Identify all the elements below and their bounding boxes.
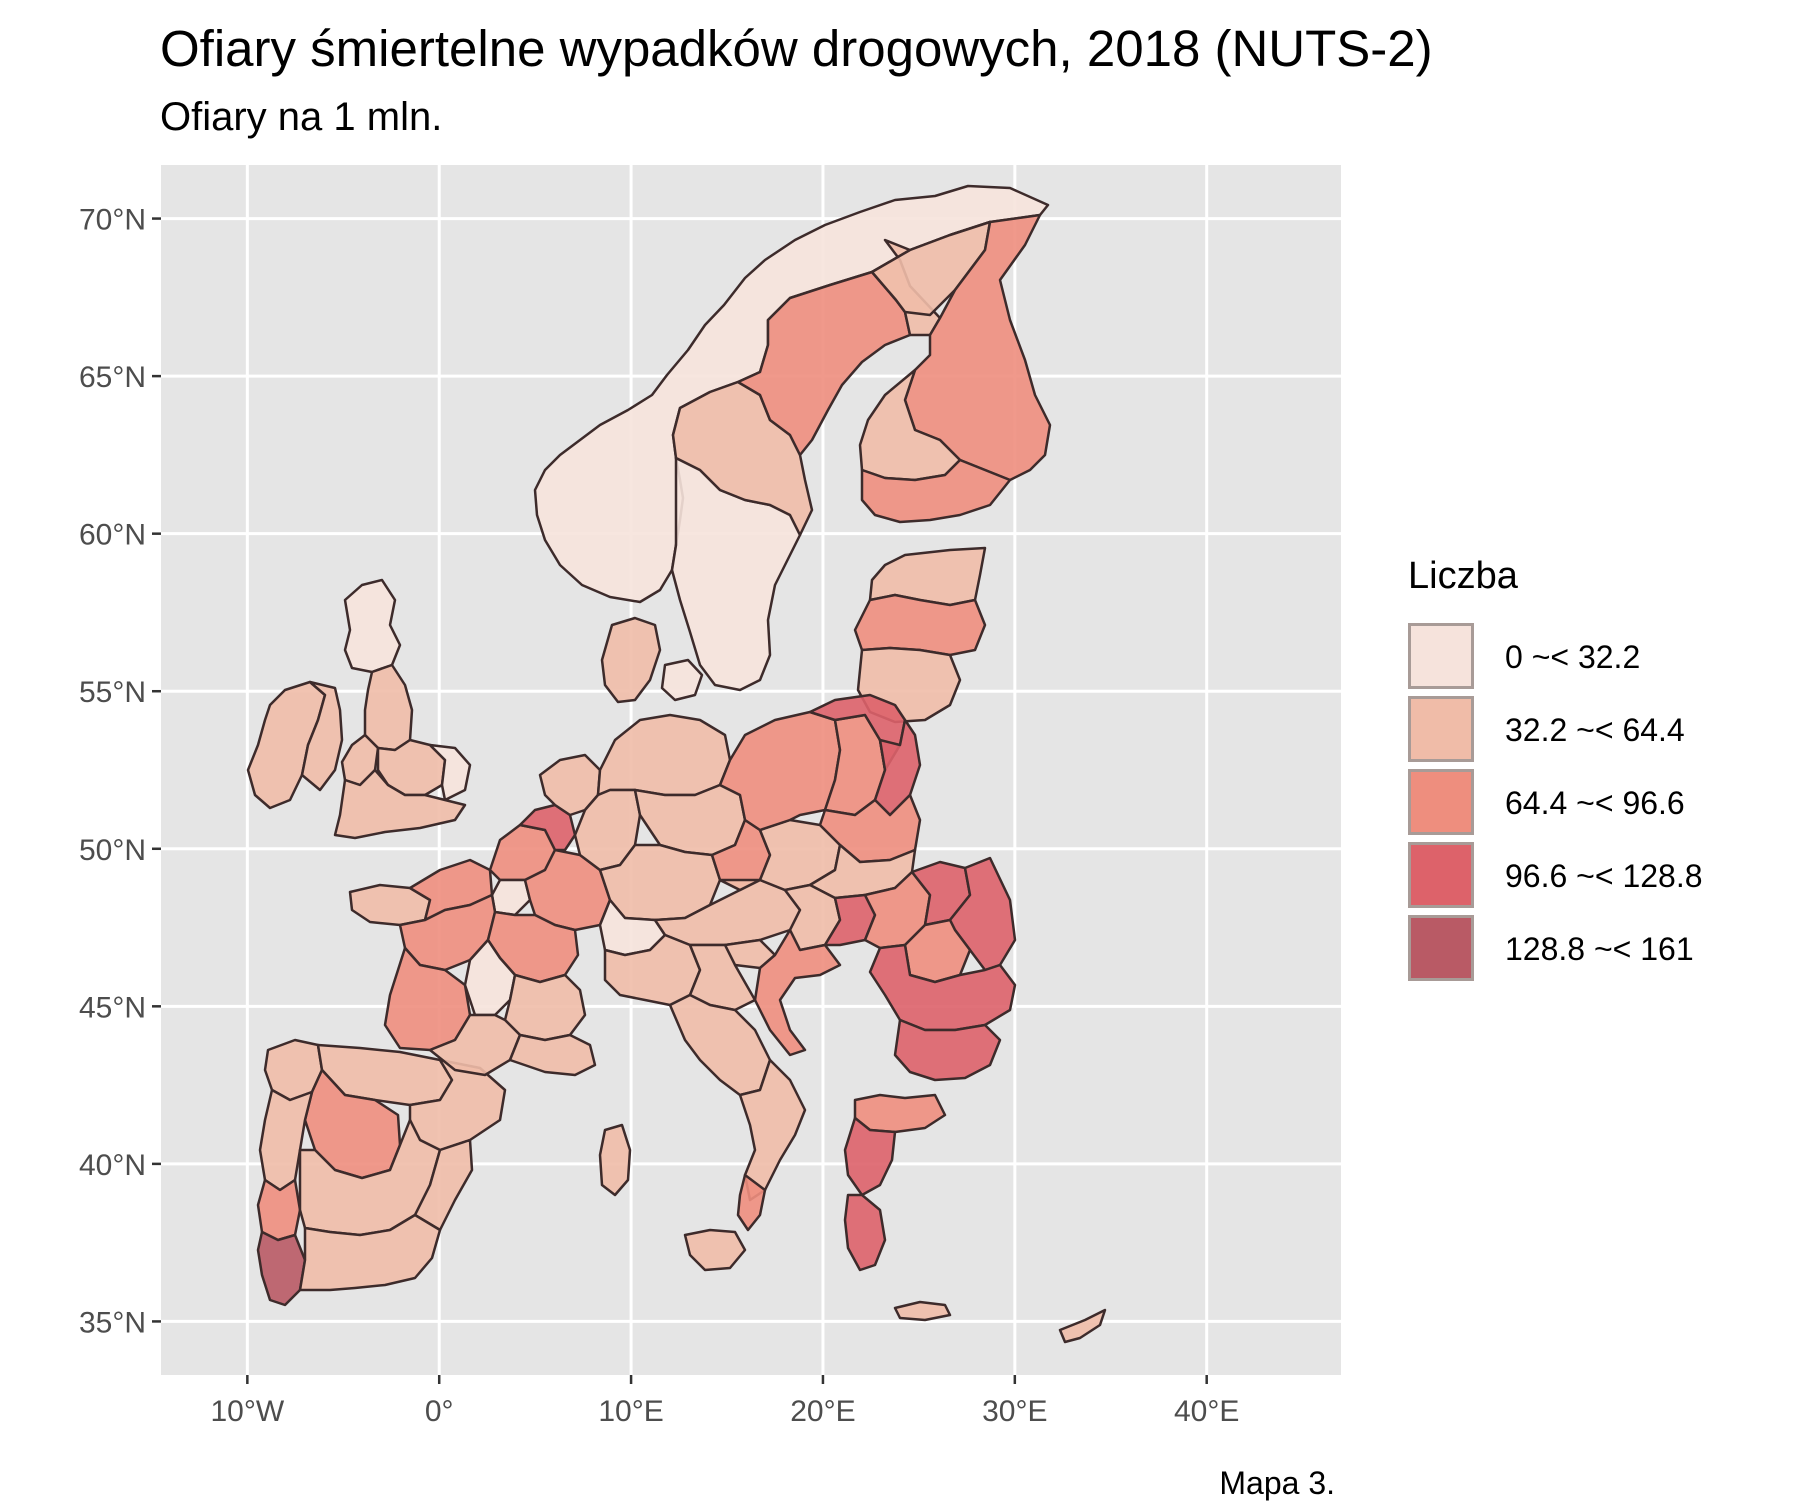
region-calabria: [736, 1173, 767, 1232]
y-tick-label: 50°N: [79, 834, 146, 867]
legend-label-3: 96.6 ~< 128.8: [1505, 858, 1703, 894]
legend-label-0: 0 ~< 32.2: [1505, 639, 1641, 675]
region-ireland-east: [300, 680, 344, 792]
region-alentejo: [256, 1230, 307, 1307]
region-poland-south: [818, 793, 922, 864]
region-bulgaria: [893, 1018, 1002, 1082]
x-tick-label: 40°E: [1174, 1395, 1239, 1428]
nuts2-regions: [246, 184, 1107, 1344]
legend-key-0: [1408, 623, 1474, 689]
region-cyprus: [1058, 1308, 1107, 1344]
legend-label-4: 128.8 ~< 161: [1505, 931, 1694, 967]
region-peloponnese: [843, 1193, 887, 1272]
region-denmark: [600, 616, 662, 704]
legend: Liczba 0 ~< 32.2 32.2 ~< 64.4 64.4 ~< 96…: [1408, 553, 1703, 988]
axis-ticks: [152, 217, 1208, 1384]
y-tick-label: 65°N: [79, 361, 146, 394]
region-finland-south: [860, 458, 1012, 524]
legend-item: 128.8 ~< 161: [1408, 915, 1694, 988]
y-tick-label: 40°N: [79, 1149, 146, 1182]
legend-item: 64.4 ~< 96.6: [1408, 769, 1685, 842]
y-axis-tick-labels: 70°N 65°N 60°N 55°N 50°N 45°N 40°N 35°N: [79, 204, 146, 1340]
legend-key-3: [1408, 842, 1474, 908]
region-occitanie: [428, 1013, 522, 1077]
x-tick-label: 20°E: [790, 1395, 855, 1428]
legend-item: 96.6 ~< 128.8: [1408, 842, 1703, 915]
legend-title: Liczba: [1408, 555, 1518, 597]
map-title: Ofiary śmiertelne wypadków drogowych, 20…: [160, 20, 1433, 77]
region-portugal-centre: [256, 1178, 302, 1242]
region-denmark-islands: [660, 658, 704, 702]
region-italy-south: [738, 1058, 807, 1202]
region-valencia: [413, 1138, 474, 1232]
legend-item: 32.2 ~< 64.4: [1408, 696, 1685, 769]
region-sweden-mid: [671, 380, 814, 537]
legend-label-2: 64.4 ~< 96.6: [1505, 785, 1685, 821]
region-sweden-north: [736, 270, 912, 457]
legend-key-1: [1408, 696, 1474, 762]
region-greece-central: [843, 1116, 897, 1197]
x-tick-label: 30°E: [982, 1395, 1047, 1428]
legend-key-2: [1408, 769, 1474, 835]
y-tick-label: 60°N: [79, 519, 146, 552]
region-provence: [508, 1033, 597, 1077]
region-sicily: [683, 1228, 747, 1272]
region-romania-south: [868, 943, 1017, 1032]
legend-item: 0 ~< 32.2: [1408, 623, 1640, 696]
map-caption: Mapa 3.: [1219, 1465, 1335, 1501]
x-axis-tick-labels: 10°W 0° 10°E 20°E 30°E 40°E: [210, 1395, 1239, 1428]
y-tick-label: 55°N: [79, 676, 146, 709]
x-tick-label: 10°E: [598, 1395, 663, 1428]
x-tick-label: 10°W: [210, 1395, 284, 1428]
map-subtitle: Ofiary na 1 mln.: [160, 95, 443, 139]
y-tick-label: 70°N: [79, 204, 146, 237]
y-tick-label: 35°N: [79, 1306, 146, 1339]
legend-key-4: [1408, 915, 1474, 981]
region-poland-east: [873, 718, 922, 817]
region-east-anglia: [428, 743, 472, 802]
region-scotland: [343, 578, 402, 674]
x-tick-label: 0°: [425, 1395, 454, 1428]
legend-label-1: 32.2 ~< 64.4: [1505, 712, 1685, 748]
region-croatia: [753, 928, 842, 1057]
y-tick-label: 45°N: [79, 991, 146, 1024]
region-crete: [893, 1300, 952, 1322]
region-latvia: [853, 593, 987, 657]
region-sardinia: [598, 1123, 632, 1197]
region-southern-england: [333, 768, 467, 840]
region-andalusia: [298, 1213, 442, 1292]
